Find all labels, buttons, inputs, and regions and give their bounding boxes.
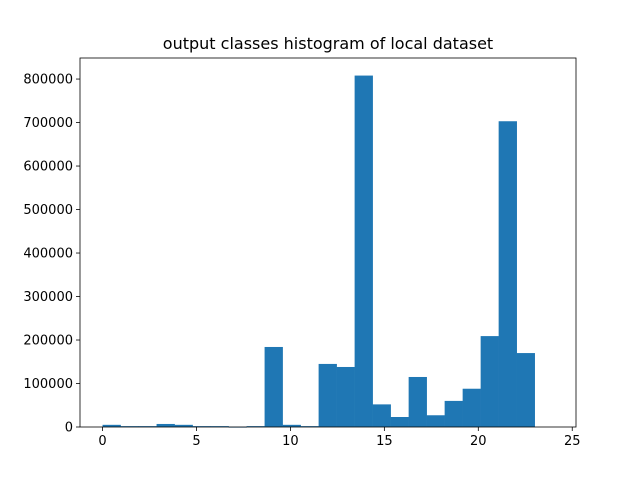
histogram-bar xyxy=(480,336,499,427)
histogram-bar xyxy=(444,400,463,427)
histogram-bar xyxy=(102,424,121,427)
axes-frame xyxy=(79,57,577,428)
y-tick-label: 0 xyxy=(65,421,73,436)
histogram-bar xyxy=(246,426,265,427)
histogram-bar xyxy=(264,346,283,427)
y-tick-label: 600000 xyxy=(23,160,73,175)
chart-title: output classes histogram of local datase… xyxy=(163,34,493,53)
histogram-bar xyxy=(192,426,211,427)
histogram-bar xyxy=(408,376,427,427)
histogram-bar xyxy=(354,75,373,427)
histogram-bar xyxy=(120,426,139,427)
histogram-bar xyxy=(462,388,481,427)
histogram-bar xyxy=(372,404,391,427)
x-tick-label: 10 xyxy=(282,434,299,449)
y-tick-label: 500000 xyxy=(23,203,73,218)
x-tick-label: 25 xyxy=(564,434,581,449)
histogram-bar xyxy=(498,121,517,428)
y-tick-label: 300000 xyxy=(23,290,73,305)
histogram-bar xyxy=(390,417,409,427)
histogram-bar xyxy=(318,363,337,427)
y-tick-label: 200000 xyxy=(23,334,73,349)
x-tick-label: 20 xyxy=(470,434,487,449)
y-tick-label: 800000 xyxy=(23,73,73,88)
y-tick-label: 700000 xyxy=(23,116,73,131)
histogram-bar xyxy=(156,423,175,427)
histogram-bar xyxy=(300,426,319,427)
histogram-bar xyxy=(426,415,445,427)
histogram-bar xyxy=(516,353,535,427)
plot-area: 0 5 10 15 20 25 0 100000 200000 300000 400000 50000… xyxy=(23,57,581,449)
x-tick-label: 15 xyxy=(376,434,393,449)
histogram-bar xyxy=(282,424,301,427)
histogram-bar xyxy=(210,426,229,427)
histogram-bar xyxy=(138,426,157,427)
x-tick-label: 0 xyxy=(98,434,106,449)
histogram-bar xyxy=(336,366,355,427)
y-tick-label: 100000 xyxy=(23,377,73,392)
y-tick-label: 400000 xyxy=(23,247,73,262)
histogram-bar xyxy=(174,424,193,427)
x-tick-label: 5 xyxy=(192,434,200,449)
